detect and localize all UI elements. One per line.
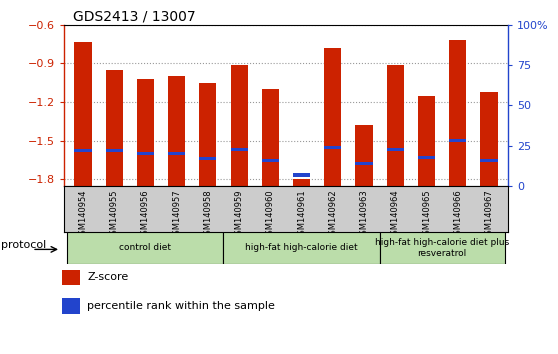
- Bar: [168, 76, 185, 186]
- Text: GSM140958: GSM140958: [203, 189, 213, 240]
- Bar: [387, 65, 404, 186]
- Text: GSM140960: GSM140960: [266, 189, 275, 240]
- Text: GSM140954: GSM140954: [79, 189, 88, 240]
- Bar: [480, 92, 498, 186]
- Bar: [199, 156, 217, 160]
- Text: GSM140962: GSM140962: [328, 189, 338, 240]
- Bar: [262, 159, 279, 162]
- Bar: [480, 159, 498, 162]
- Text: GSM140964: GSM140964: [391, 189, 400, 240]
- Text: protocol: protocol: [1, 240, 46, 250]
- Bar: [418, 156, 435, 159]
- Bar: [449, 40, 466, 186]
- Text: GSM140955: GSM140955: [110, 189, 119, 240]
- Bar: [74, 41, 92, 186]
- Text: GDS2413 / 13007: GDS2413 / 13007: [73, 10, 196, 24]
- Bar: [137, 152, 154, 155]
- Bar: [74, 149, 92, 152]
- Bar: [105, 70, 123, 186]
- Text: Z-score: Z-score: [87, 273, 128, 282]
- Text: GSM140966: GSM140966: [453, 189, 462, 240]
- Bar: [324, 145, 341, 149]
- Bar: [230, 65, 248, 186]
- Bar: [293, 179, 310, 186]
- Text: high-fat high-calorie diet: high-fat high-calorie diet: [246, 243, 358, 252]
- Bar: [62, 269, 80, 285]
- Bar: [355, 162, 373, 165]
- FancyBboxPatch shape: [379, 232, 504, 264]
- Text: high-fat high-calorie diet plus
resveratrol: high-fat high-calorie diet plus resverat…: [375, 238, 509, 257]
- Bar: [324, 48, 341, 186]
- Bar: [293, 173, 310, 177]
- Bar: [168, 152, 185, 155]
- Bar: [355, 125, 373, 186]
- Bar: [137, 79, 154, 186]
- Bar: [105, 149, 123, 152]
- FancyBboxPatch shape: [224, 232, 379, 264]
- Text: GSM140961: GSM140961: [297, 189, 306, 240]
- Text: percentile rank within the sample: percentile rank within the sample: [87, 301, 275, 311]
- Bar: [199, 83, 217, 186]
- Bar: [230, 148, 248, 151]
- Text: GSM140967: GSM140967: [484, 189, 493, 240]
- Text: GSM140963: GSM140963: [359, 189, 369, 240]
- Bar: [418, 96, 435, 186]
- Text: GSM140959: GSM140959: [234, 189, 244, 240]
- Bar: [449, 139, 466, 142]
- Text: control diet: control diet: [119, 243, 171, 252]
- Text: GSM140965: GSM140965: [422, 189, 431, 240]
- Bar: [262, 89, 279, 186]
- Text: GSM140957: GSM140957: [172, 189, 181, 240]
- Bar: [387, 148, 404, 152]
- Bar: [62, 298, 80, 314]
- FancyBboxPatch shape: [68, 232, 224, 264]
- Text: GSM140956: GSM140956: [141, 189, 150, 240]
